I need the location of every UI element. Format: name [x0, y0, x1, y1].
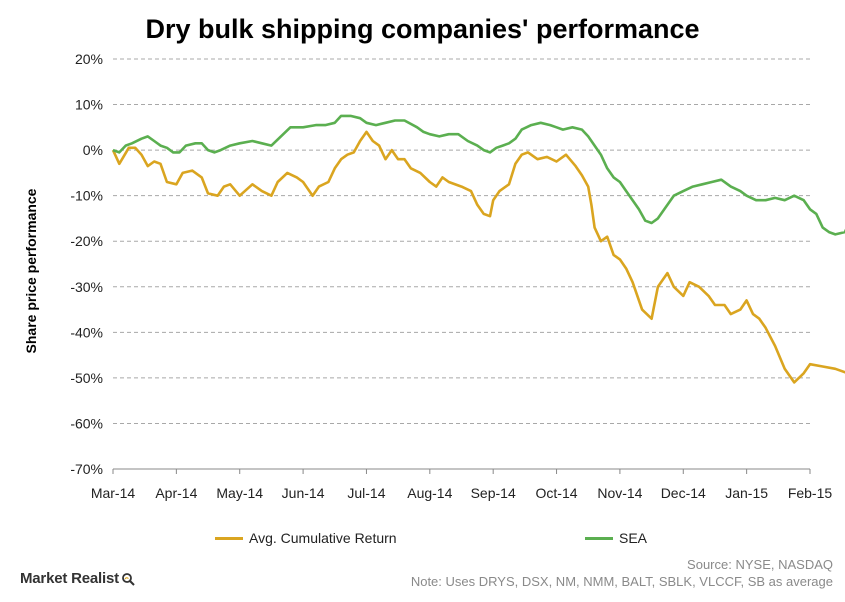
legend-item-sea: SEA — [585, 528, 647, 548]
y-tick-label: -30% — [70, 279, 103, 295]
y-tick-label: -10% — [70, 188, 103, 204]
source-note: Source: NYSE, NASDAQ — [687, 557, 833, 572]
brand-name: Market Realist — [20, 570, 119, 587]
y-tick-label: -40% — [70, 324, 103, 340]
brand-logo: Market Realist — [20, 570, 135, 587]
legend-swatch-green — [585, 536, 613, 540]
x-tick-label: Dec-14 — [661, 485, 706, 501]
x-tick-label: Jul-14 — [347, 485, 385, 501]
x-tick-label: Aug-14 — [407, 485, 452, 501]
series-line-sea — [112, 114, 845, 236]
x-tick-label: Oct-14 — [536, 485, 578, 501]
x-tick-label: Mar-14 — [91, 485, 136, 501]
y-tick-label: 0% — [83, 142, 103, 158]
x-tick-label: Jun-14 — [282, 485, 325, 501]
y-tick-label: -50% — [70, 370, 103, 386]
series-line-avg-cumulative-return — [111, 130, 845, 384]
x-tick-labels: Mar-14 Apr-14 May-14 Jun-14 Jul-14 Aug-14 Sep-… — [91, 485, 833, 501]
series-lines — [111, 114, 845, 384]
y-tick-labels: 20% 10% 0% -10% -20% -30% -40% -50% -60% -70% — [70, 51, 103, 477]
chart-title: Dry bulk shipping companies' performance — [145, 14, 700, 44]
legend-label-sea: SEA — [619, 530, 648, 546]
methodology-note: Note: Uses DRYS, DSX, NM, NMM, BALT, SBL… — [410, 574, 833, 589]
x-tick-label: May-14 — [216, 485, 263, 501]
x-tick-label: Feb-15 — [788, 485, 833, 501]
x-tick-label: Sep-14 — [471, 485, 516, 501]
y-tick-label: -70% — [70, 461, 103, 477]
x-tick-label: Nov-14 — [597, 485, 642, 501]
legend-label-avg-cumulative-return: Avg. Cumulative Return — [249, 530, 397, 546]
y-tick-label: -60% — [70, 415, 103, 431]
magnifier-icon — [122, 572, 135, 586]
grid-lines — [112, 58, 811, 474]
x-tick-label: Jan-15 — [725, 485, 768, 501]
y-tick-label: -20% — [70, 233, 103, 249]
y-tick-label: 20% — [75, 51, 103, 67]
y-tick-label: 10% — [75, 97, 103, 113]
x-tick-label: Apr-14 — [155, 485, 197, 501]
legend-swatch-gold — [215, 536, 243, 540]
legend-item-avg-cumulative-return: Avg. Cumulative Return — [215, 528, 397, 548]
